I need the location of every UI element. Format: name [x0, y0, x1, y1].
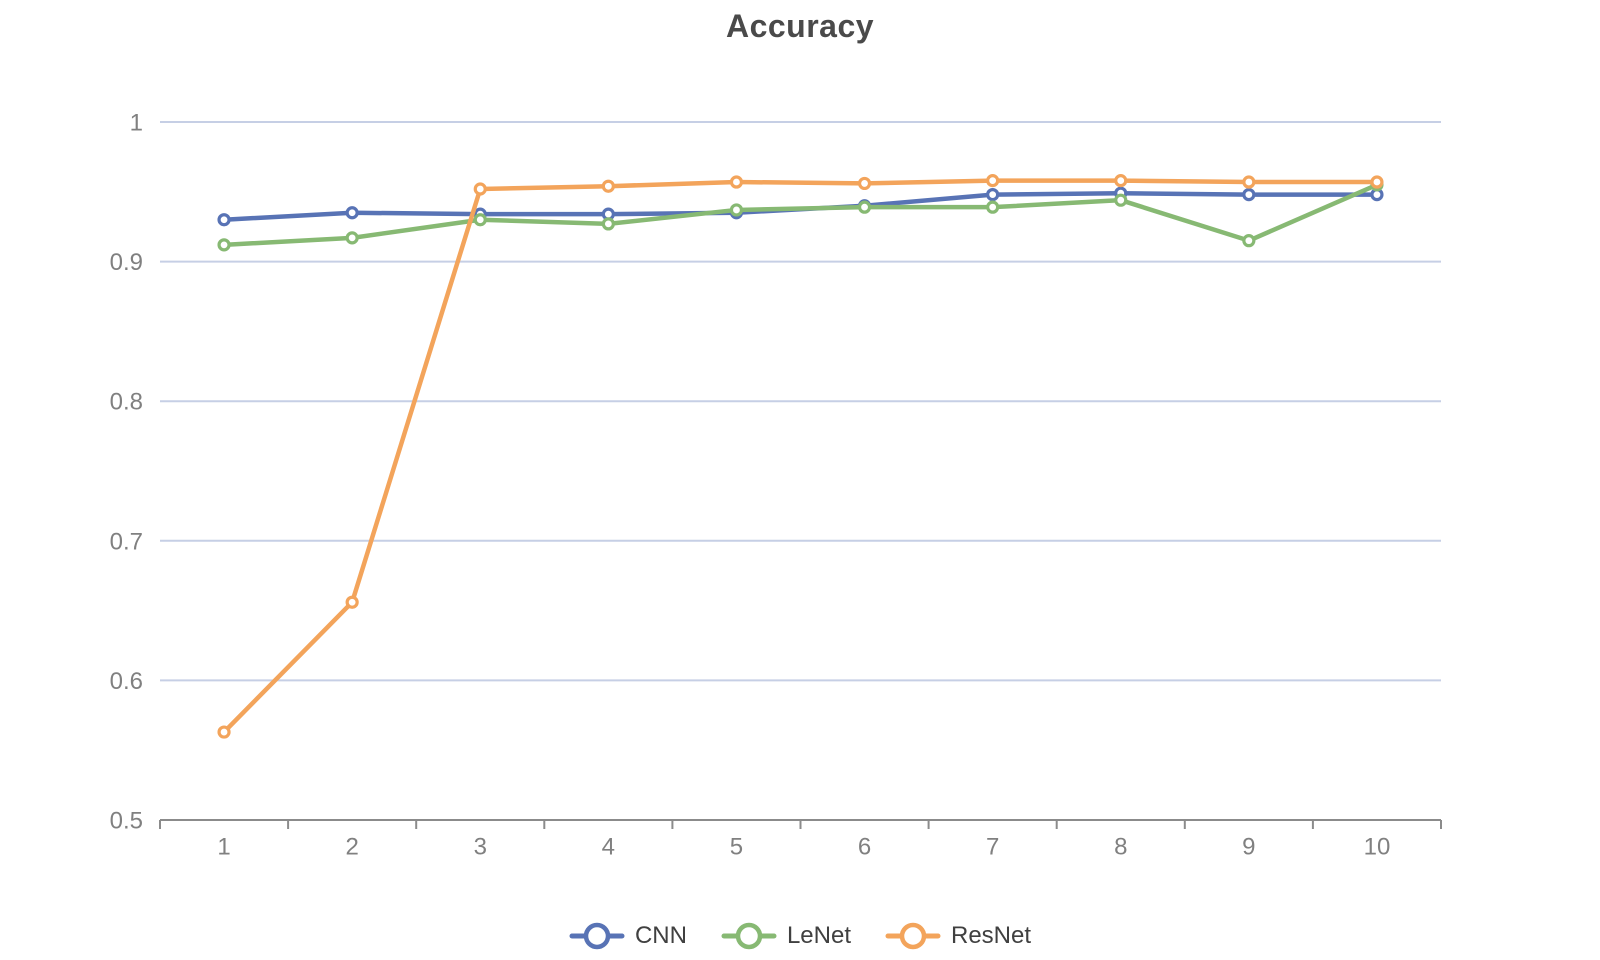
- data-point-resnet[interactable]: [986, 174, 1000, 188]
- y-tick-label: 0.5: [110, 808, 143, 835]
- y-tick-label: 0.9: [110, 249, 143, 276]
- line-chart-plot-area[interactable]: 1 0.9 0.8 0.7 0.6 0.5 1 2 3 4 5 6 7 8 9 10: [0, 0, 1600, 900]
- data-point-lenet[interactable]: [1114, 193, 1128, 207]
- data-point-cnn[interactable]: [1242, 187, 1256, 202]
- legend-item-lenet[interactable]: LeNet: [721, 921, 851, 951]
- legend-marker-resnet: [885, 922, 941, 950]
- legend-marker-cnn: [569, 922, 625, 950]
- data-point-lenet[interactable]: [986, 200, 1000, 214]
- legend-item-cnn[interactable]: CNN: [569, 921, 687, 951]
- data-point-cnn[interactable]: [217, 213, 231, 227]
- x-tick-label: 4: [602, 834, 615, 861]
- data-point-resnet[interactable]: [1114, 174, 1128, 188]
- x-tick-label: 6: [858, 834, 871, 861]
- x-tick-label: 8: [1114, 834, 1127, 861]
- data-point-resnet[interactable]: [1242, 175, 1256, 189]
- legend-item-resnet[interactable]: ResNet: [885, 921, 1031, 951]
- data-point-lenet[interactable]: [729, 203, 744, 217]
- chart-title: Accuracy: [725, 8, 875, 44]
- legend-marker-lenet: [721, 922, 777, 950]
- x-tick-label: 2: [345, 834, 358, 861]
- data-point-resnet[interactable]: [473, 182, 487, 196]
- legend-label-lenet: LeNet: [786, 922, 851, 949]
- y-tick-label: 1: [130, 110, 143, 137]
- legend-label-resnet: ResNet: [951, 922, 1032, 949]
- x-tick-label: 3: [474, 834, 487, 861]
- data-point-resnet[interactable]: [217, 725, 231, 739]
- y-tick-label: 0.7: [110, 528, 143, 555]
- x-tick-label: 7: [986, 834, 999, 861]
- data-point-resnet[interactable]: [345, 595, 359, 609]
- data-point-cnn[interactable]: [986, 187, 1000, 202]
- data-point-cnn[interactable]: [345, 206, 359, 220]
- data-point-lenet[interactable]: [345, 231, 359, 245]
- x-tick-label: 1: [217, 834, 230, 861]
- data-point-lenet[interactable]: [601, 217, 615, 231]
- x-tick-label: 5: [730, 834, 743, 861]
- chart-legend: CNN LeNet ResNet: [0, 918, 1600, 954]
- x-tick-label: 9: [1242, 834, 1255, 861]
- data-point-lenet[interactable]: [473, 213, 487, 227]
- data-point-lenet[interactable]: [1242, 234, 1256, 248]
- data-point-resnet[interactable]: [601, 179, 615, 193]
- y-tick-label: 0.6: [110, 668, 143, 695]
- data-point-resnet[interactable]: [729, 175, 744, 189]
- legend-label-cnn: CNN: [634, 922, 687, 949]
- series-line-resnet: [221, 178, 1380, 735]
- data-point-lenet[interactable]: [857, 200, 872, 214]
- data-point-resnet[interactable]: [1370, 175, 1384, 189]
- y-tick-label: 0.8: [110, 389, 143, 416]
- series-line-lenet: [221, 182, 1380, 248]
- data-point-lenet[interactable]: [217, 238, 231, 252]
- data-point-resnet[interactable]: [857, 176, 872, 191]
- x-tick-label: 10: [1364, 834, 1391, 861]
